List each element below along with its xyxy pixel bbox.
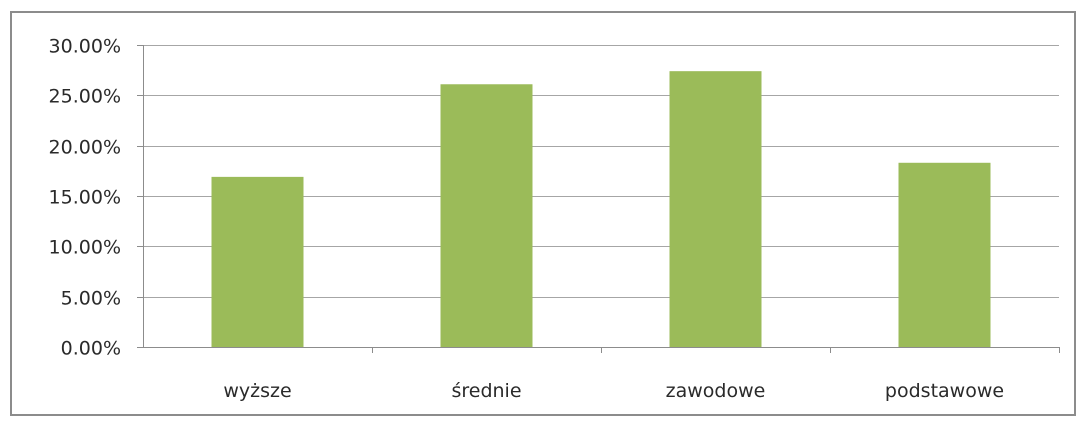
- bar-2: [669, 71, 762, 347]
- y-tick-label: 5.00%: [61, 288, 121, 310]
- y-tick-label: 10.00%: [49, 237, 121, 259]
- y-axis-ticks: 0.00% 5.00% 10.00% 15.00% 20.00% 25.00% 30.00%: [49, 36, 143, 360]
- x-axis-categories: wyższe średnie zawodowe podstawowe: [223, 380, 1004, 402]
- bars: [211, 71, 991, 347]
- y-tick-label: 20.00%: [49, 137, 121, 159]
- chart-frame: [10, 11, 1076, 416]
- y-tick-label: 15.00%: [49, 187, 121, 209]
- y-tick-label: 25.00%: [49, 86, 121, 108]
- y-tick-label: 0.00%: [61, 338, 121, 360]
- axes: [137, 45, 1060, 353]
- y-tick-label: 30.00%: [49, 36, 121, 58]
- x-category-label: podstawowe: [885, 380, 1004, 402]
- x-category-label: wyższe: [223, 380, 291, 402]
- bar-0: [211, 176, 304, 347]
- bar-1: [440, 84, 533, 347]
- bar-3: [898, 162, 991, 347]
- x-category-label: zawodowe: [666, 380, 766, 402]
- x-category-label: średnie: [451, 380, 521, 402]
